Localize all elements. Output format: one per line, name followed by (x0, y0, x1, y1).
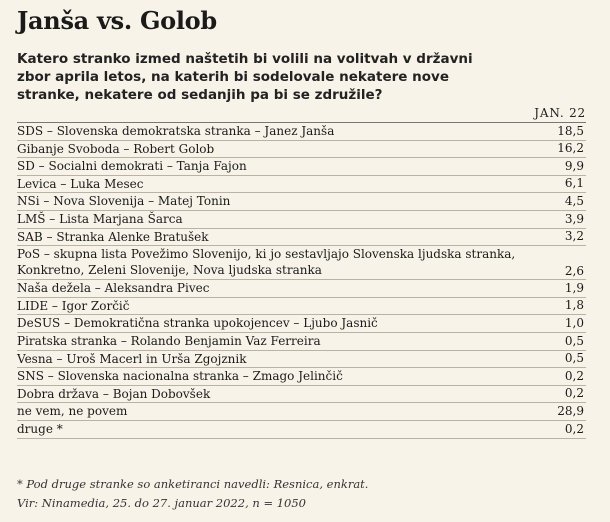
party-label: Gibanje Svoboda – Robert Golob (17, 141, 215, 156)
table-row: LMŠ – Lista Marjana Šarca 3,9 (17, 211, 586, 229)
party-label: Naša dežela – Aleksandra Pivec (17, 281, 210, 296)
poll-table: SDS – Slovenska demokratska stranka – Ja… (17, 122, 586, 439)
table-row: Gibanje Svoboda – Robert Golob 16,2 (17, 141, 586, 159)
table-row: PoS – skupna lista Povežimo Slovenijo, k… (17, 246, 586, 281)
table-row: Levica – Luka Mesec 6,1 (17, 176, 586, 194)
party-label: ne vem, ne povem (17, 404, 128, 419)
poll-value: 4,5 (564, 193, 584, 208)
source-note: Vir: Ninamedia, 25. do 27. januar 2022, … (17, 496, 306, 510)
table-row: NSi – Nova Slovenija – Matej Tonin 4,5 (17, 193, 586, 211)
poll-value: 3,2 (564, 229, 584, 244)
poll-value: 0,5 (564, 333, 584, 348)
table-row: druge * 0,2 (17, 421, 586, 439)
party-label: LIDE – Igor Zorčič (17, 298, 130, 313)
poll-value: 2,6 (564, 264, 584, 279)
poll-value: 0,2 (564, 386, 584, 401)
page-title: Janša vs. Golob (17, 6, 217, 35)
poll-value: 9,9 (564, 158, 584, 173)
party-label: LMŠ – Lista Marjana Šarca (17, 211, 183, 226)
party-label: NSi – Nova Slovenija – Matej Tonin (17, 194, 231, 209)
poll-value: 1,8 (564, 298, 584, 313)
table-row: Vesna – Uroš Macerl in Urša Zgojznik 0,5 (17, 351, 586, 369)
table-row: SAB – Stranka Alenke Bratušek 3,2 (17, 229, 586, 247)
poll-question: Katero stranko izmed naštetih bi volili … (17, 51, 473, 103)
party-label: Piratska stranka – Rolando Benjamin Vaz … (17, 333, 321, 348)
table-row: ne vem, ne povem 28,9 (17, 403, 586, 421)
party-label: SAB – Stranka Alenke Bratušek (17, 229, 209, 244)
table-row: SDS – Slovenska demokratska stranka – Ja… (17, 123, 586, 141)
poll-value: 1,0 (564, 315, 584, 330)
party-label: DeSUS – Demokratična stranka upokojencev… (17, 316, 378, 331)
party-label: SDS – Slovenska demokratska stranka – Ja… (17, 124, 335, 138)
party-label: druge * (17, 421, 63, 436)
poll-value: 1,9 (564, 280, 584, 295)
poll-value: 28,9 (557, 403, 584, 418)
table-row: SD – Socialni demokrati – Tanja Fajon 9,9 (17, 158, 586, 176)
table-row: LIDE – Igor Zorčič 1,8 (17, 298, 586, 316)
column-header: JAN. 22 (534, 106, 586, 120)
poll-value: 16,2 (557, 141, 584, 156)
party-label: SNS – Slovenska nacionalna stranka – Zma… (17, 369, 343, 384)
table-row: Piratska stranka – Rolando Benjamin Vaz … (17, 333, 586, 351)
footnote: * Pod druge stranke so anketiranci naved… (17, 477, 369, 491)
table-row: Dobra država – Bojan Dobovšek 0,2 (17, 386, 586, 404)
party-label: PoS – skupna lista Povežimo Slovenijo, k… (17, 247, 516, 278)
poll-value: 6,1 (564, 176, 584, 191)
poll-value: 0,2 (564, 368, 584, 383)
poll-value: 3,9 (564, 211, 584, 226)
footnotes: * Pod druge stranke so anketiranci naved… (17, 475, 597, 513)
party-label: Vesna – Uroš Macerl in Urša Zgojznik (17, 351, 247, 366)
poll-value: 0,5 (564, 351, 584, 366)
table-row: SNS – Slovenska nacionalna stranka – Zma… (17, 368, 586, 386)
poll-value: 18,5 (557, 123, 584, 138)
party-label: Dobra država – Bojan Dobovšek (17, 386, 211, 401)
poll-value: 0,2 (564, 421, 584, 436)
table-row: DeSUS – Demokratična stranka upokojencev… (17, 315, 586, 333)
party-label: SD – Socialni demokrati – Tanja Fajon (17, 159, 247, 174)
party-label: Levica – Luka Mesec (17, 176, 144, 191)
table-row: Naša dežela – Aleksandra Pivec 1,9 (17, 280, 586, 298)
